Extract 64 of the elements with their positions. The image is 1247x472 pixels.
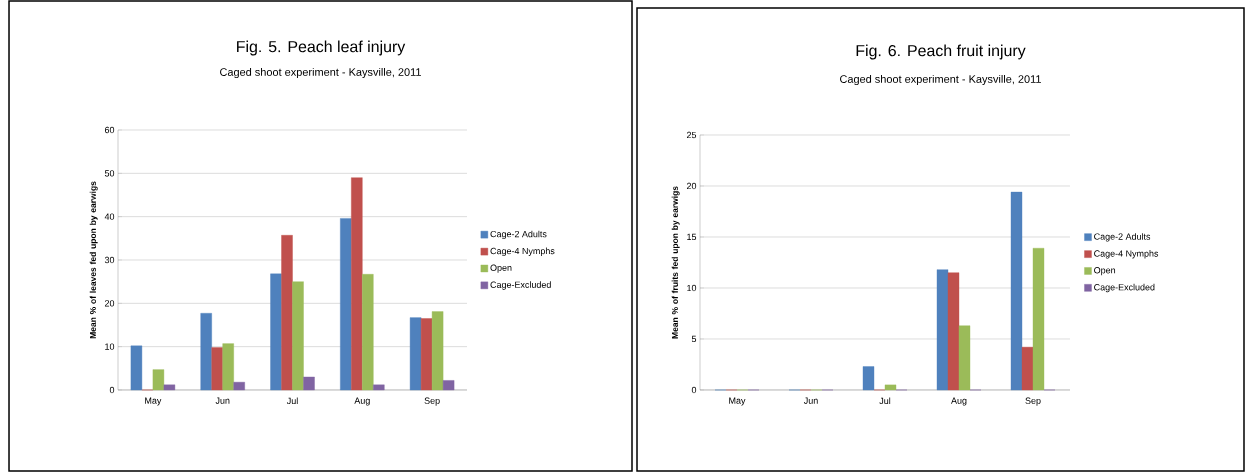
legend-label: Cage-2 Adults — [490, 230, 547, 239]
y-tick-label: 5 — [691, 335, 697, 343]
x-tick-label: Jul — [286, 397, 298, 405]
y-tick-label: 0 — [109, 386, 115, 394]
chart-title: Fig. 5. Peach leaf injury — [237, 40, 406, 56]
bar — [1010, 191, 1023, 391]
legend-label: Open — [490, 264, 512, 273]
legend-label: Cage-4 Nymphs — [490, 247, 555, 256]
y-tick-label: 10 — [687, 284, 697, 292]
bar — [884, 384, 897, 391]
bar — [409, 317, 422, 391]
bar — [200, 313, 212, 391]
x-tick-label: May — [729, 397, 746, 406]
y-tick-label: 0 — [691, 386, 697, 394]
x-tick-label: May — [145, 397, 162, 406]
bar — [442, 380, 455, 391]
bar — [351, 177, 363, 391]
bar — [947, 272, 960, 391]
bar — [233, 381, 245, 391]
chart-subtitle: Caged shoot experiment - Kaysville, 2011 — [220, 67, 421, 79]
y-tick-label: 60 — [104, 126, 115, 134]
bar — [130, 345, 143, 391]
y-tick-label: 20 — [686, 182, 697, 190]
bar — [281, 235, 293, 391]
y-tick-label: 30 — [104, 256, 115, 264]
legend-label: Cage-4 Nymphs — [1094, 250, 1159, 259]
y-tick-label: 20 — [104, 300, 115, 307]
y-tick-label: 15 — [687, 233, 697, 241]
bar — [340, 218, 352, 391]
legend-label: Cage-Excluded — [490, 281, 551, 290]
legend-label: Open — [1094, 267, 1116, 276]
bar — [222, 343, 234, 391]
bar — [862, 366, 875, 391]
x-tick-label: Aug — [951, 397, 967, 406]
y-tick-label: 50 — [104, 170, 115, 177]
y-tick-label: 10 — [105, 343, 115, 350]
chart-title: Fig. 6. Peach fruit injury — [856, 44, 1026, 60]
bar — [420, 318, 433, 391]
bar — [958, 325, 971, 391]
bar — [152, 369, 165, 391]
bar — [303, 376, 315, 391]
y-tick-label: 25 — [686, 131, 697, 139]
bar — [431, 311, 444, 391]
x-tick-label: Aug — [354, 397, 370, 406]
chart-subtitle: Caged shoot experiment - Kaysville, 2011 — [840, 74, 1041, 86]
x-tick-label: Sep — [1025, 397, 1041, 406]
bar — [373, 384, 385, 391]
bar — [1021, 346, 1034, 391]
y-tick-label: 40 — [104, 213, 115, 220]
x-tick-label: Jul — [879, 397, 891, 405]
bar — [270, 273, 282, 391]
bar — [936, 269, 949, 391]
x-tick-label: Jun — [803, 397, 818, 404]
y-axis-title: Mean % of fruits fed upon by earwigs — [671, 186, 680, 339]
bar — [362, 274, 374, 391]
bar — [163, 384, 176, 391]
bar — [1032, 248, 1045, 391]
x-tick-label: Sep — [424, 397, 440, 406]
legend-label: Cage-2 Adults — [1094, 233, 1151, 242]
y-axis-title: Mean % of leaves fed upon by earwigs — [89, 181, 98, 339]
bar — [292, 281, 304, 391]
x-tick-label: Jun — [215, 397, 230, 404]
bar — [211, 347, 223, 391]
legend-label: Cage-Excluded — [1094, 283, 1155, 293]
